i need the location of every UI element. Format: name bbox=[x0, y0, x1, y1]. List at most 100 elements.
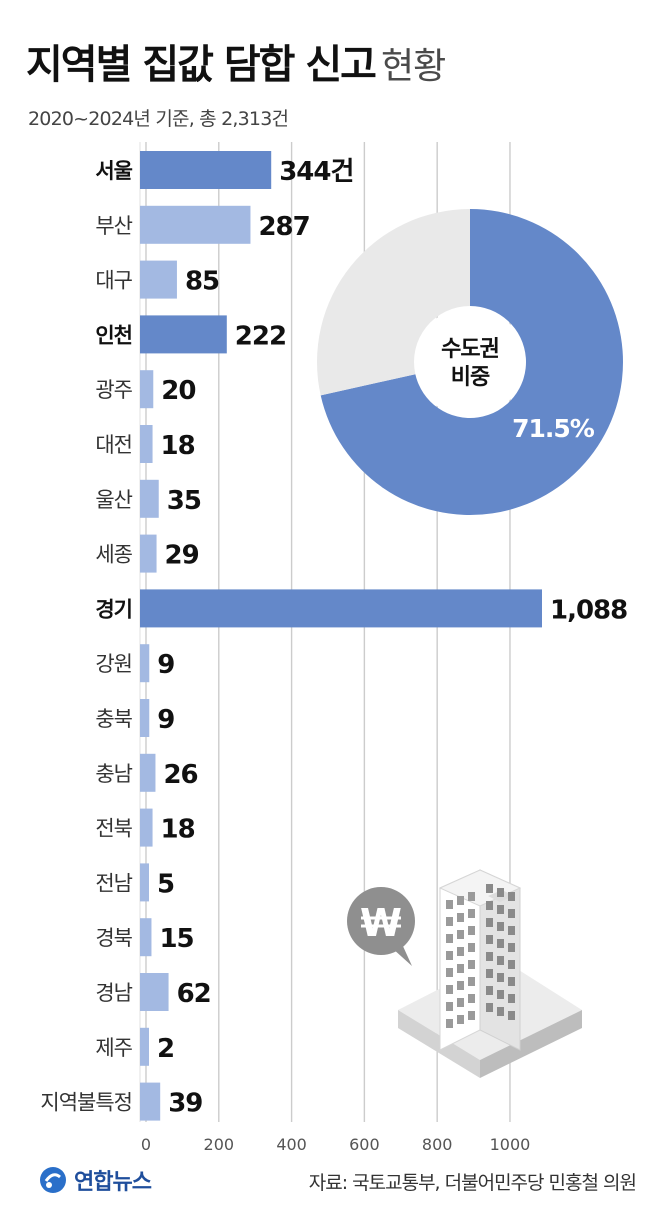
window bbox=[468, 1011, 475, 1020]
window bbox=[486, 935, 493, 944]
window bbox=[508, 943, 515, 952]
window bbox=[457, 998, 464, 1007]
category-label: 전남 bbox=[95, 871, 132, 895]
window bbox=[486, 1003, 493, 1012]
bar bbox=[140, 479, 159, 518]
window bbox=[497, 922, 504, 931]
category-label: 경북 bbox=[95, 926, 132, 950]
value-label: 26 bbox=[163, 760, 197, 790]
window bbox=[468, 994, 475, 1003]
window bbox=[508, 977, 515, 986]
bar bbox=[140, 644, 150, 683]
value-label: 15 bbox=[159, 924, 193, 954]
bar bbox=[140, 315, 227, 354]
source-note: 자료: 국토교통부, 더불어민주당 민홍철 의원 bbox=[308, 1172, 637, 1194]
bar bbox=[140, 753, 156, 792]
x-tick-label: 1000 bbox=[490, 1135, 531, 1154]
title-suffix: 현황 bbox=[380, 46, 446, 87]
window bbox=[468, 892, 475, 901]
window bbox=[446, 917, 453, 926]
bar bbox=[140, 973, 169, 1011]
chart-title: 지역별 집값 담합 신고 현황 bbox=[26, 32, 446, 90]
value-label: 9 bbox=[157, 705, 174, 735]
value-label: 20 bbox=[161, 376, 195, 406]
category-label: 제주 bbox=[95, 1036, 132, 1060]
bar bbox=[140, 918, 152, 957]
svg-text:W: W bbox=[360, 901, 402, 945]
window bbox=[508, 994, 515, 1003]
value-label: 85 bbox=[185, 267, 219, 297]
x-tick-label: 600 bbox=[349, 1135, 380, 1154]
window bbox=[457, 913, 464, 922]
window bbox=[508, 909, 515, 918]
donut-slice bbox=[316, 209, 470, 396]
window bbox=[468, 960, 475, 969]
won-speech-bubble-icon: W bbox=[347, 887, 415, 966]
title-main: 지역별 집값 담합 신고 bbox=[26, 42, 377, 88]
window bbox=[468, 977, 475, 986]
window bbox=[508, 1011, 515, 1020]
brand-name: 연합뉴스 bbox=[74, 1170, 152, 1195]
value-label: 39 bbox=[168, 1089, 202, 1119]
window bbox=[468, 926, 475, 935]
bar bbox=[140, 699, 150, 737]
bar bbox=[140, 260, 177, 299]
chart-subtitle: 2020~2024년 기준, 총 2,313건 bbox=[28, 108, 289, 130]
value-label: 18 bbox=[161, 815, 195, 845]
x-tick-label: 200 bbox=[204, 1135, 235, 1154]
window bbox=[497, 905, 504, 914]
value-label: 29 bbox=[165, 541, 199, 571]
window bbox=[508, 926, 515, 935]
category-label: 지역불특정 bbox=[40, 1091, 132, 1115]
donut-center-label: 비중 bbox=[451, 365, 490, 390]
window bbox=[508, 960, 515, 969]
window bbox=[446, 1019, 453, 1028]
window bbox=[457, 947, 464, 956]
window bbox=[486, 969, 493, 978]
category-label: 울산 bbox=[95, 488, 132, 512]
window bbox=[446, 951, 453, 960]
category-label: 경기 bbox=[95, 597, 132, 621]
category-label: 전북 bbox=[95, 817, 132, 841]
value-label: 18 bbox=[161, 431, 195, 461]
category-label: 대전 bbox=[95, 433, 132, 457]
window bbox=[446, 934, 453, 943]
window bbox=[446, 985, 453, 994]
bar bbox=[140, 808, 153, 847]
bar bbox=[140, 863, 149, 902]
x-tick-label: 0 bbox=[141, 1135, 151, 1154]
window bbox=[497, 990, 504, 999]
window bbox=[497, 1007, 504, 1016]
window bbox=[497, 956, 504, 965]
window bbox=[497, 888, 504, 897]
category-label: 대구 bbox=[95, 269, 132, 293]
window bbox=[446, 900, 453, 909]
window bbox=[486, 918, 493, 927]
building-windows bbox=[446, 884, 515, 1028]
category-label: 강원 bbox=[95, 652, 132, 676]
window bbox=[486, 986, 493, 995]
donut-slice bbox=[320, 209, 623, 515]
bar bbox=[140, 205, 251, 244]
value-label: 222 bbox=[235, 321, 286, 351]
bar bbox=[140, 1027, 149, 1066]
window bbox=[486, 952, 493, 961]
window bbox=[497, 973, 504, 982]
window bbox=[508, 892, 515, 901]
x-tick-label: 800 bbox=[422, 1135, 453, 1154]
building-illustration: W bbox=[347, 869, 582, 1078]
gridlines: 0 200 400 600 800 1000 bbox=[139, 142, 531, 1154]
window bbox=[457, 964, 464, 973]
value-label: 1,088 bbox=[550, 595, 627, 625]
bar bbox=[140, 1082, 161, 1121]
bar bbox=[140, 370, 154, 409]
bar bbox=[140, 425, 153, 463]
value-label: 344건 bbox=[279, 157, 353, 187]
window bbox=[446, 1002, 453, 1011]
value-label: 2 bbox=[157, 1034, 174, 1064]
category-label: 부산 bbox=[95, 214, 132, 238]
bar bbox=[140, 589, 542, 628]
